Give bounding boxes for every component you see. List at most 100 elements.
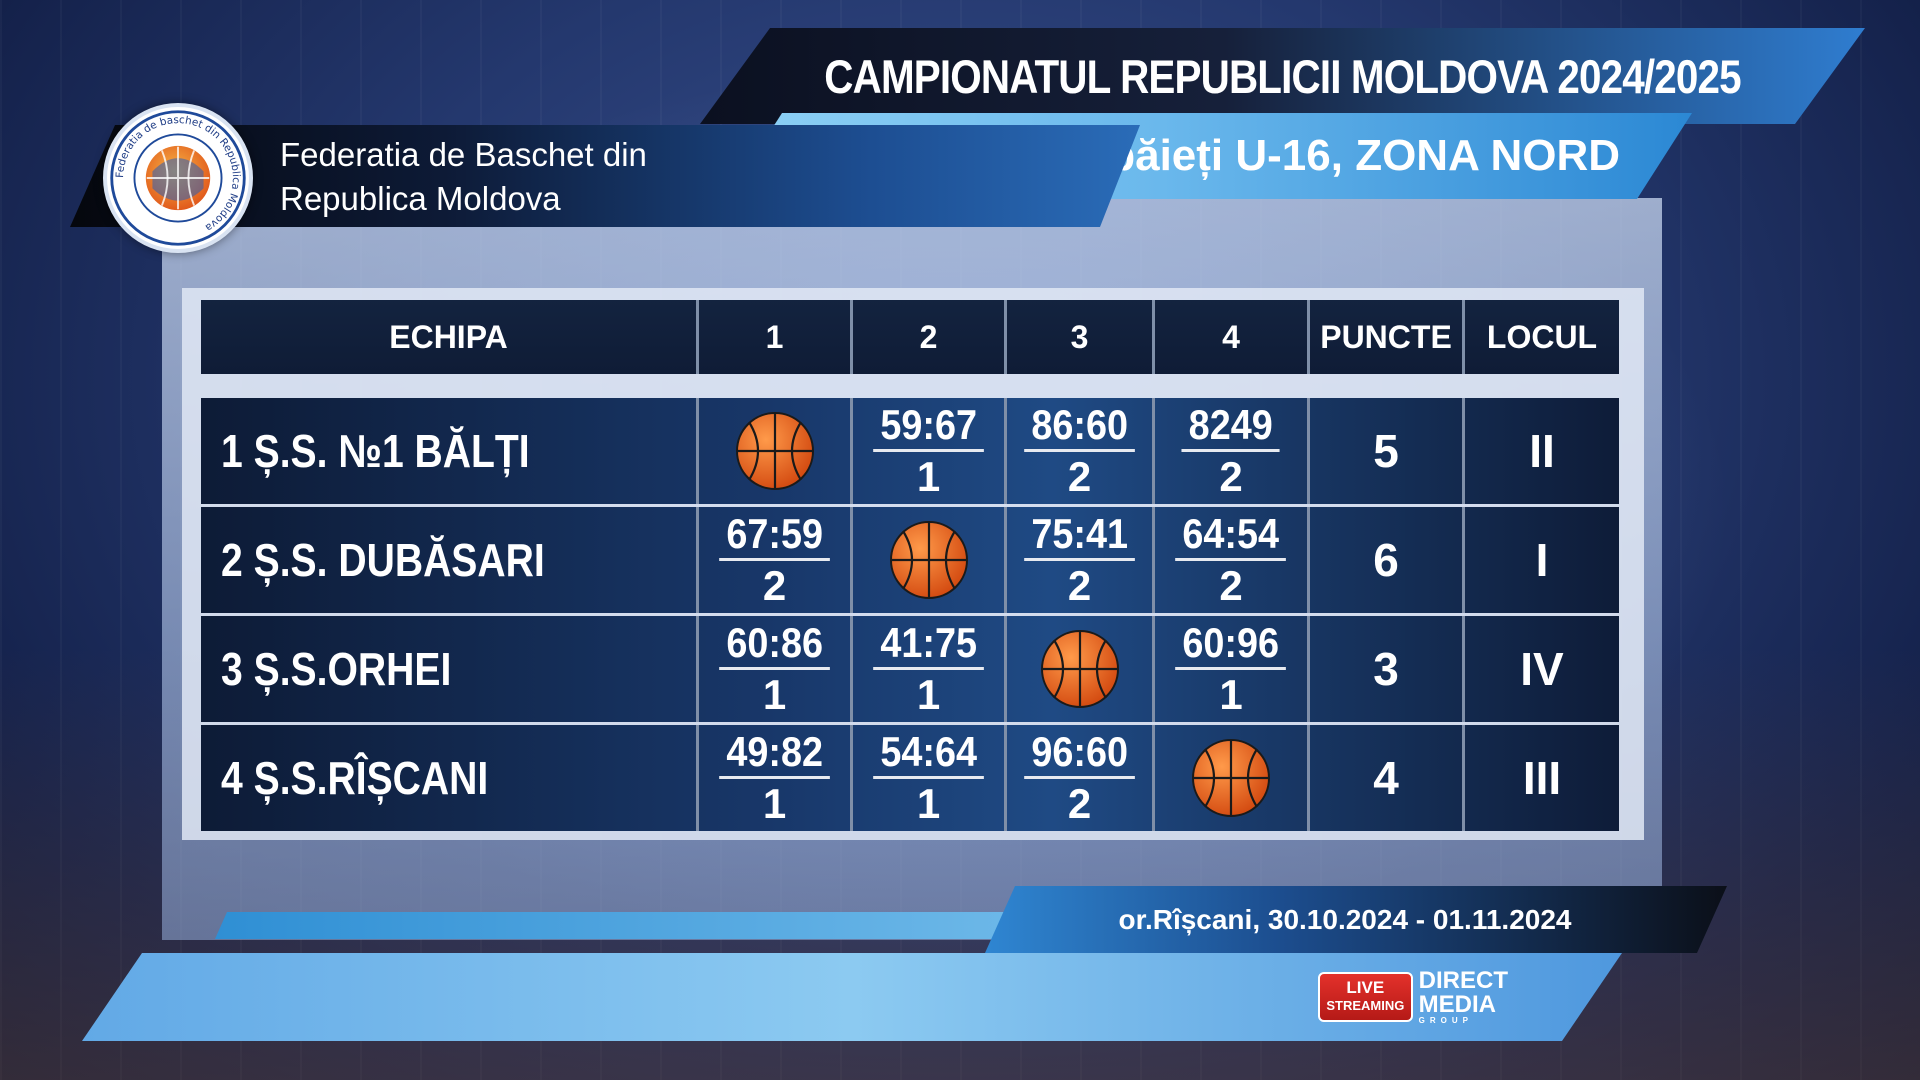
match-score: 67:59 bbox=[718, 510, 831, 561]
match-score: 96:60 bbox=[1023, 728, 1136, 779]
match-result: 60:86 1 bbox=[713, 619, 836, 720]
final-place: II bbox=[1529, 425, 1555, 477]
match-score: 60:86 bbox=[718, 619, 831, 670]
team-name-cell: 1 Ș.S. №1 BĂLȚI bbox=[201, 398, 699, 504]
result-cell: 60:96 1 bbox=[1155, 616, 1310, 722]
match-score: 8249 bbox=[1181, 401, 1281, 452]
match-points: 2 bbox=[1067, 779, 1092, 827]
match-result: 41:75 1 bbox=[867, 619, 990, 720]
result-cell: 59:67 1 bbox=[853, 398, 1007, 504]
final-place: IV bbox=[1520, 643, 1564, 695]
total-points: 3 bbox=[1310, 616, 1465, 722]
footer-banner bbox=[985, 886, 1727, 953]
result-cell: 96:60 2 bbox=[1007, 725, 1155, 831]
match-score: 60:96 bbox=[1175, 619, 1287, 670]
table-row: 4 Ș.S.RÎȘCANI 49:82 1 54:64 1 96:60 2 4 III bbox=[201, 725, 1619, 831]
result-cell: 75:41 2 bbox=[1007, 507, 1155, 613]
match-result: 60:96 1 bbox=[1169, 619, 1292, 720]
match-points: 1 bbox=[762, 779, 787, 827]
team-name: 1 Ș.S. №1 BĂLȚI bbox=[221, 425, 530, 477]
final-place: I bbox=[1535, 534, 1549, 586]
match-points: 1 bbox=[916, 452, 941, 500]
match-score: 54:64 bbox=[872, 728, 985, 779]
location-dates: or.Rîșcani, 30.10.2024 - 01.11.2024 bbox=[1118, 903, 1572, 935]
match-result: 54:64 1 bbox=[867, 728, 990, 829]
match-score: 64:54 bbox=[1175, 510, 1287, 561]
match-result: 86:60 2 bbox=[1018, 401, 1141, 502]
result-cell: 86:60 2 bbox=[1007, 398, 1155, 504]
column-header-1: 1 bbox=[699, 300, 853, 374]
federation-logo-icon: Federatia de baschet din Republica Moldo… bbox=[103, 103, 253, 253]
federation-name: Federatia de Baschet din Republica Moldo… bbox=[280, 131, 700, 223]
team-name-cell: 3 Ș.S.ORHEI bbox=[201, 616, 699, 722]
column-header-team: ECHIPA bbox=[201, 300, 699, 374]
team-name: 4 Ș.S.RÎȘCANI bbox=[221, 752, 489, 804]
federation-name-line1: Federatia de Baschet din bbox=[280, 136, 647, 173]
table-row: 2 Ș.S. DUBĂSARI 67:59 2 75:41 2 64:54 2 6 I bbox=[201, 507, 1619, 613]
federation-name-line2: Republica Moldova bbox=[280, 180, 561, 217]
match-score: 75:41 bbox=[1023, 510, 1136, 561]
table-row: 3 Ș.S.ORHEI 60:86 1 41:75 1 60:96 1 3 IV bbox=[201, 616, 1619, 722]
self-match-cell bbox=[699, 398, 853, 504]
result-cell: 64:54 2 bbox=[1155, 507, 1310, 613]
result-cell: 60:86 1 bbox=[699, 616, 853, 722]
column-header-points: PUNCTE bbox=[1310, 300, 1465, 374]
team-name: 2 Ș.S. DUBĂSARI bbox=[221, 534, 545, 586]
result-cell: 67:59 2 bbox=[699, 507, 853, 613]
match-result: 96:60 2 bbox=[1018, 728, 1141, 829]
table-row: 1 Ș.S. №1 BĂLȚI 59:67 1 86:60 2 8249 2 5 II bbox=[201, 398, 1619, 504]
match-result: 8249 2 bbox=[1176, 401, 1285, 502]
match-result: 75:41 2 bbox=[1018, 510, 1141, 611]
match-score: 86:60 bbox=[1023, 401, 1136, 452]
standings-rows: 1 Ș.S. №1 BĂLȚI 59:67 1 86:60 2 8249 2 5 II 2 Ș.S… bbox=[201, 398, 1619, 834]
match-result: 67:59 2 bbox=[713, 510, 836, 611]
total-points: 4 bbox=[1310, 725, 1465, 831]
team-name: 3 Ș.S.ORHEI bbox=[221, 643, 452, 695]
brand-line-1: DIRECT bbox=[1418, 967, 1508, 994]
streaming-label: STREAMING bbox=[1326, 998, 1405, 1013]
match-score: 41:75 bbox=[872, 619, 985, 670]
result-cell: 8249 2 bbox=[1155, 398, 1310, 504]
self-match-cell bbox=[853, 507, 1007, 613]
basketball-icon bbox=[734, 410, 816, 492]
match-points: 2 bbox=[1067, 561, 1092, 609]
basketball-icon bbox=[1039, 628, 1121, 710]
match-points: 2 bbox=[762, 561, 787, 609]
team-name-cell: 4 Ș.S.RÎȘCANI bbox=[201, 725, 699, 831]
live-label: LIVE bbox=[1346, 978, 1385, 997]
basketball-icon bbox=[1190, 737, 1272, 819]
title-banner bbox=[700, 28, 1865, 124]
match-points: 2 bbox=[1219, 452, 1243, 500]
direct-media-logo: DIRECT MEDIA GROUP bbox=[1419, 969, 1508, 1025]
brand-line-2: MEDIA bbox=[1418, 991, 1496, 1018]
team-name-cell: 2 Ș.S. DUBĂSARI bbox=[201, 507, 699, 613]
match-result: 64:54 2 bbox=[1169, 510, 1292, 611]
match-points: 1 bbox=[762, 670, 787, 718]
basketball-icon bbox=[888, 519, 970, 601]
match-score: 49:82 bbox=[718, 728, 831, 779]
match-result: 59:67 1 bbox=[867, 401, 990, 502]
self-match-cell bbox=[1155, 725, 1310, 831]
final-place: III bbox=[1522, 752, 1562, 804]
match-result: 49:82 1 bbox=[713, 728, 836, 829]
match-points: 1 bbox=[916, 670, 941, 718]
column-header-place: LOCUL bbox=[1486, 318, 1598, 355]
match-points: 2 bbox=[1219, 561, 1243, 609]
self-match-cell bbox=[1007, 616, 1155, 722]
total-points: 6 bbox=[1310, 507, 1465, 613]
table-header-row: ECHIPA 1 2 3 4 PUNCTE LOCUL bbox=[201, 300, 1619, 374]
column-header-3: 3 bbox=[1007, 300, 1155, 374]
championship-title: CAMPIONATUL REPUBLICII MOLDOVA 2024/2025 bbox=[824, 49, 1741, 103]
category-subtitle: băieți U-16, ZONA NORD bbox=[1108, 131, 1620, 180]
broadcaster-logo: LIVE STREAMING DIRECT MEDIA GROUP bbox=[1318, 968, 1508, 1026]
column-header-2: 2 bbox=[853, 300, 1007, 374]
match-score: 59:67 bbox=[872, 401, 985, 452]
result-cell: 41:75 1 bbox=[853, 616, 1007, 722]
total-points: 5 bbox=[1310, 398, 1465, 504]
match-points: 2 bbox=[1067, 452, 1092, 500]
brand-line-3: GROUP bbox=[1418, 1016, 1473, 1025]
match-points: 1 bbox=[1219, 670, 1243, 718]
result-cell: 49:82 1 bbox=[699, 725, 853, 831]
match-points: 1 bbox=[916, 779, 941, 827]
result-cell: 54:64 1 bbox=[853, 725, 1007, 831]
